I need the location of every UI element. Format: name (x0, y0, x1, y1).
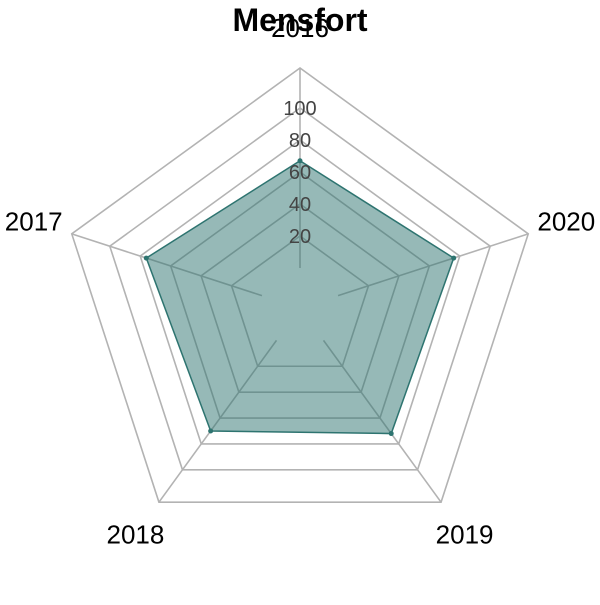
series-point-2017 (143, 255, 149, 261)
axis-label-2018: 2018 (106, 520, 164, 550)
axis-label-2016: 2016 (271, 13, 329, 43)
series-point-2020 (451, 255, 457, 261)
axis-label-2020: 2020 (537, 206, 595, 236)
tick-label-40: 40 (289, 194, 311, 216)
axis-label-2017: 2017 (5, 206, 63, 236)
tick-label-100: 100 (283, 98, 316, 120)
series-point-2018 (208, 428, 214, 434)
grid-ring-80 (139, 139, 461, 445)
series-area-0 (145, 159, 455, 435)
axis-label-2019: 2019 (436, 520, 494, 550)
series-point-2016 (297, 158, 303, 164)
tick-label-80: 80 (289, 130, 311, 152)
series-point-2019 (388, 431, 394, 437)
grid-ring-outer (70, 67, 530, 503)
grid-ring-100 (108, 107, 492, 471)
tick-label-60: 60 (289, 162, 311, 184)
tick-label-20: 20 (289, 226, 311, 248)
chart-title: Mensfort (232, 2, 368, 38)
